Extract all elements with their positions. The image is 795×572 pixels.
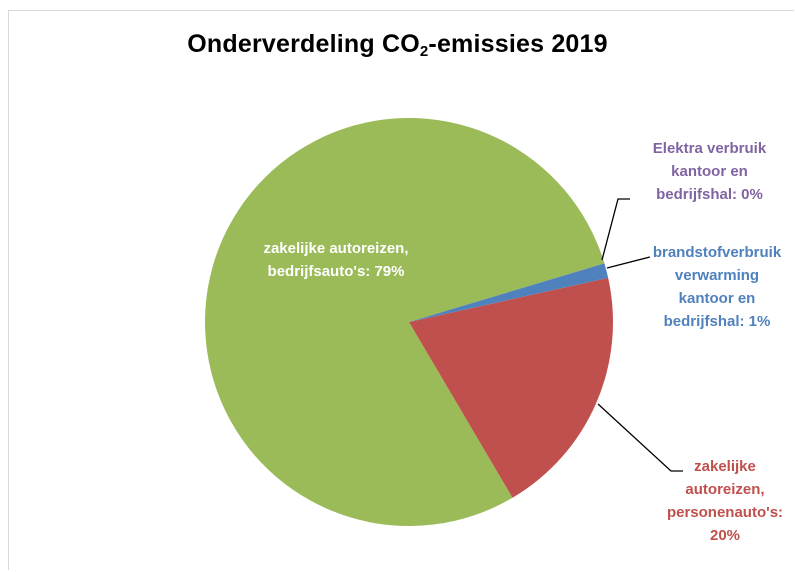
chart-title: Onderverdeling CO2-emissies 2019 (187, 30, 608, 60)
label-brandstof: brandstofverbruik verwarming kantoor en … (652, 244, 782, 330)
slice-personenautos (409, 277, 613, 498)
label-elektra: Elektra verbruik kantoor en bedrijfshal:… (652, 140, 767, 203)
label-bedrijfsautos: zakelijke autoreizen, bedrijfsauto's: 79… (263, 240, 409, 280)
leader-personenautos (597, 403, 683, 472)
label-personenautos: zakelijke autoreizen, personenauto's: 20… (666, 458, 784, 544)
leader-brandstof (606, 256, 651, 269)
slice-bedrijfsautos (205, 117, 605, 526)
slice-brandstof (409, 263, 609, 322)
leader-elektra (601, 198, 630, 261)
chart-frame (8, 10, 794, 570)
